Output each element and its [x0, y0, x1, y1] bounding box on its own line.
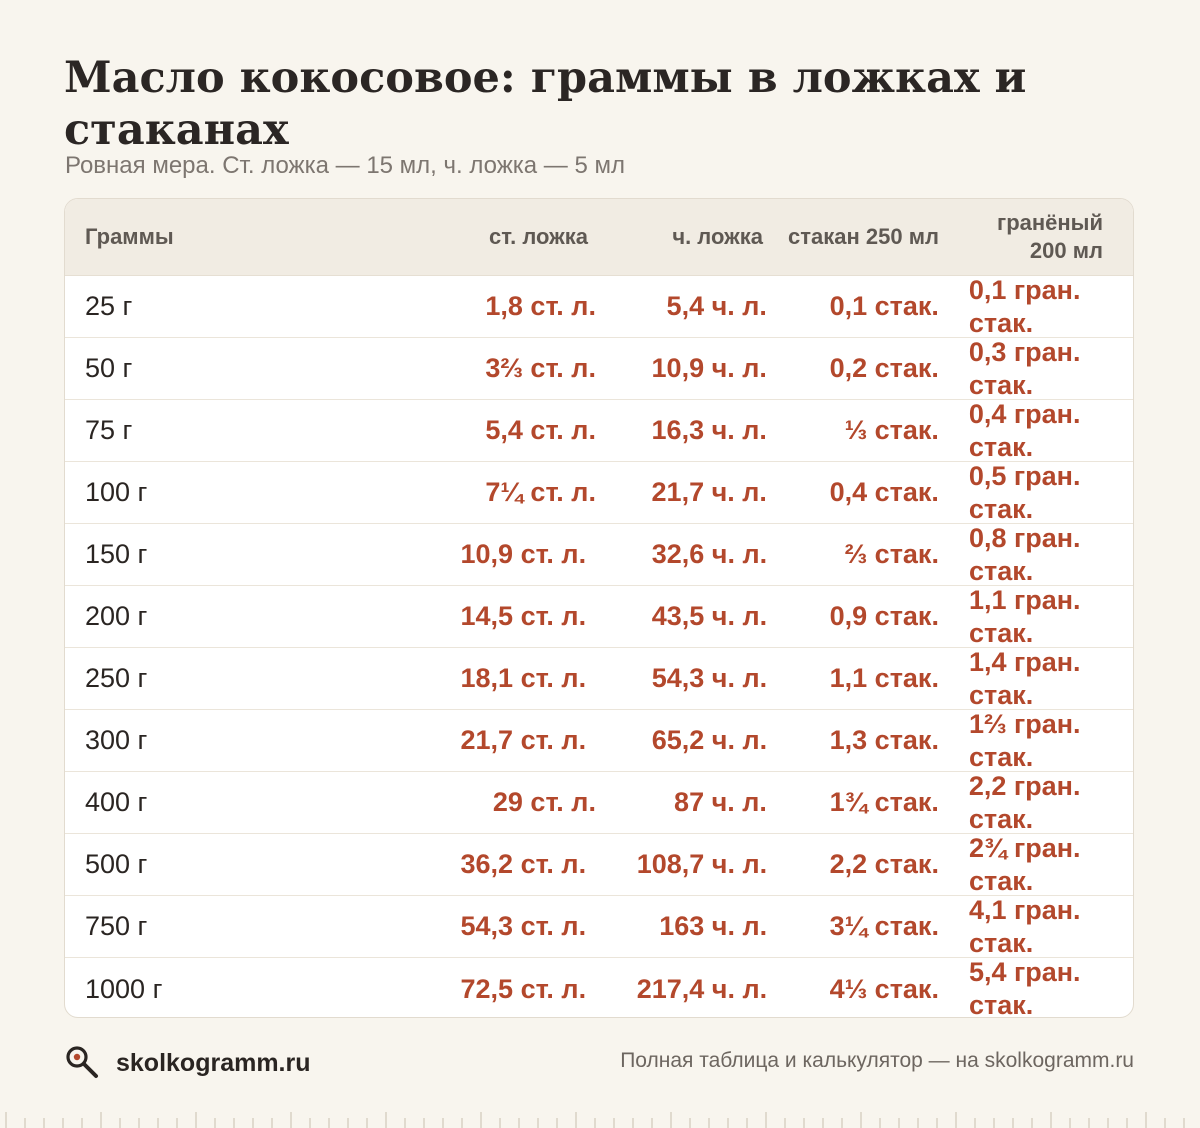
cell-teaspoon: 108,7 ч. л. — [636, 849, 768, 879]
cell-tablespoon: 14,5 ст. л. — [460, 601, 587, 631]
cell-grams: 400 г — [85, 787, 148, 817]
cell-teaspoon: 32,6 ч. л. — [651, 539, 768, 569]
cell-grams: 1000 г — [85, 973, 163, 1004]
cell-glass-250: 0,2 стак. — [829, 353, 939, 383]
cell-teaspoon: 21,7 ч. л. — [651, 477, 767, 507]
footer-logo: skolkogramm.ru — [64, 1044, 311, 1082]
cell-teaspoon: 43,5 ч. л. — [651, 601, 768, 631]
cell-glass-250: 2,2 стак. — [829, 849, 939, 879]
cell-grams: 300 г — [85, 725, 148, 755]
cell-glass-250: ⅔ стак. — [844, 539, 939, 569]
cell-grams: 200 г — [85, 601, 148, 631]
table-row: 50 г 3⅔ ст. л. 10,9 ч. л. 0,2 стак. 0,3 гран… — [65, 336, 1133, 400]
cell-teaspoon: 65,2 ч. л. — [651, 725, 768, 755]
page-title: Масло кокосовое: граммы в ложках и стака… — [64, 53, 1027, 155]
ruler-decoration — [5, 1112, 1185, 1128]
cell-faceted-glass-200: 0,3 гран. стак. — [968, 336, 1081, 400]
header-glass-250: стакан 250 мл — [788, 224, 939, 249]
cell-faceted-glass-200: 2,2 гран. стак. — [968, 770, 1081, 834]
cell-tablespoon: 36,2 ст. л. — [460, 849, 587, 879]
table-row: 300 г 21,7 ст. л. 65,2 ч. л. 1,3 стак. 1⅔ гр… — [65, 708, 1133, 772]
cell-glass-250: 3¼ стак. — [829, 911, 939, 941]
cell-faceted-glass-200: 1,4 гран. стак. — [968, 646, 1081, 710]
cell-glass-250: 1¾ стак. — [829, 787, 939, 817]
cell-glass-250: 0,1 стак. — [829, 291, 939, 321]
table-header: Граммы ст. ложка ч. ложка стакан 250 мл … — [65, 199, 1133, 276]
cell-faceted-glass-200: 1,1 гран. стак. — [968, 584, 1081, 648]
cell-glass-250: 1,3 стак. — [829, 725, 939, 755]
cell-tablespoon: 18,1 ст. л. — [460, 663, 587, 693]
cell-glass-250: 0,4 стак. — [829, 477, 939, 507]
table-row: 200 г 14,5 ст. л. 43,5 ч. л. 0,9 стак. 1,1 г… — [65, 584, 1133, 648]
cell-tablespoon: 29 ст. л. — [492, 787, 596, 817]
cell-faceted-glass-200: 4,1 гран. стак. — [968, 894, 1081, 958]
cell-tablespoon: 10,9 ст. л. — [460, 539, 587, 569]
cell-glass-250: 1,1 стак. — [829, 663, 939, 693]
cell-tablespoon: 21,7 ст. л. — [460, 725, 587, 755]
cell-grams: 100 г — [85, 477, 148, 507]
cell-teaspoon: 5,4 ч. л. — [666, 291, 767, 321]
footer-brand: skolkogramm.ru — [116, 1048, 311, 1077]
header-tablespoon: ст. ложка — [489, 224, 588, 249]
table-row: 100 г 7¼ ст. л. 21,7 ч. л. 0,4 стак. 0,5 гра… — [65, 460, 1133, 524]
table-row: 150 г 10,9 ст. л. 32,6 ч. л. ⅔ стак. 0,8 гра… — [65, 522, 1133, 586]
cell-tablespoon: 3⅔ ст. л. — [485, 353, 596, 383]
header-faceted-glass-200: гранёный 200 мл — [997, 210, 1103, 263]
cell-teaspoon: 54,3 ч. л. — [651, 663, 768, 693]
cell-faceted-glass-200: 5,4 гран. стак. — [968, 957, 1081, 1018]
cell-grams: 50 г — [85, 353, 133, 383]
cell-teaspoon: 87 ч. л. — [674, 787, 767, 817]
cell-teaspoon: 16,3 ч. л. — [651, 415, 767, 445]
table-row: 400 г 29 ст. л. 87 ч. л. 1¾ стак. 2,2 гран. … — [65, 770, 1133, 834]
table-row: 750 г 54,3 ст. л. 163 ч. л. 3¼ стак. 4,1 гра… — [65, 894, 1133, 958]
footer-note: Полная таблица и калькулятор — на skolko… — [620, 1049, 1134, 1072]
cell-teaspoon: 163 ч. л. — [659, 911, 768, 941]
cell-grams: 500 г — [85, 849, 148, 879]
header-grams: Граммы — [85, 224, 174, 249]
table-row: 75 г 5,4 ст. л. 16,3 ч. л. ⅓ стак. 0,4 гран.… — [65, 398, 1133, 462]
cell-glass-250: 0,9 стак. — [829, 601, 939, 631]
cell-grams: 25 г — [85, 291, 133, 321]
header-teaspoon: ч. ложка — [672, 224, 763, 249]
cell-faceted-glass-200: 0,1 гран. стак. — [968, 274, 1081, 338]
cell-faceted-glass-200: 0,8 гран. стак. — [968, 522, 1081, 586]
table-row: 250 г 18,1 ст. л. 54,3 ч. л. 1,1 стак. 1,4 г… — [65, 646, 1133, 710]
cell-tablespoon: 5,4 ст. л. — [485, 415, 596, 445]
cell-glass-250: ⅓ стак. — [844, 415, 939, 445]
cell-tablespoon: 7¼ ст. л. — [485, 477, 596, 507]
cell-faceted-glass-200: 0,5 гран. стак. — [968, 460, 1081, 524]
magnifier-icon — [66, 1046, 98, 1078]
table-row: 1000 г 72,5 ст. л. 217,4 ч. л. 4⅓ стак. 5,4 … — [65, 957, 1133, 1018]
cell-teaspoon: 217,4 ч. л. — [636, 973, 768, 1004]
cell-glass-250: 4⅓ стак. — [829, 973, 939, 1004]
cell-tablespoon: 72,5 ст. л. — [460, 973, 587, 1004]
cell-grams: 750 г — [85, 911, 148, 941]
table-row: 500 г 36,2 ст. л. 108,7 ч. л. 2,2 стак. 2¾ г… — [65, 832, 1133, 896]
cell-faceted-glass-200: 2¾ гран. стак. — [968, 832, 1081, 896]
cell-tablespoon: 54,3 ст. л. — [460, 911, 587, 941]
cell-tablespoon: 1,8 ст. л. — [485, 291, 596, 321]
cell-faceted-glass-200: 0,4 гран. стак. — [968, 398, 1081, 462]
cell-grams: 250 г — [85, 663, 148, 693]
cell-grams: 150 г — [85, 539, 148, 569]
table-row: 25 г 1,8 ст. л. 5,4 ч. л. 0,1 стак. 0,1 гран… — [65, 274, 1133, 338]
cell-grams: 75 г — [85, 415, 133, 445]
table-body: 25 г 1,8 ст. л. 5,4 ч. л. 0,1 стак. 0,1 гран… — [65, 274, 1133, 1018]
cell-teaspoon: 10,9 ч. л. — [651, 353, 767, 383]
cell-faceted-glass-200: 1⅔ гран. стак. — [968, 708, 1081, 772]
page-subtitle: Ровная мера. Ст. ложка — 15 мл, ч. ложка… — [65, 152, 625, 179]
conversion-table: Граммы ст. ложка ч. ложка стакан 250 мл … — [64, 198, 1134, 1018]
